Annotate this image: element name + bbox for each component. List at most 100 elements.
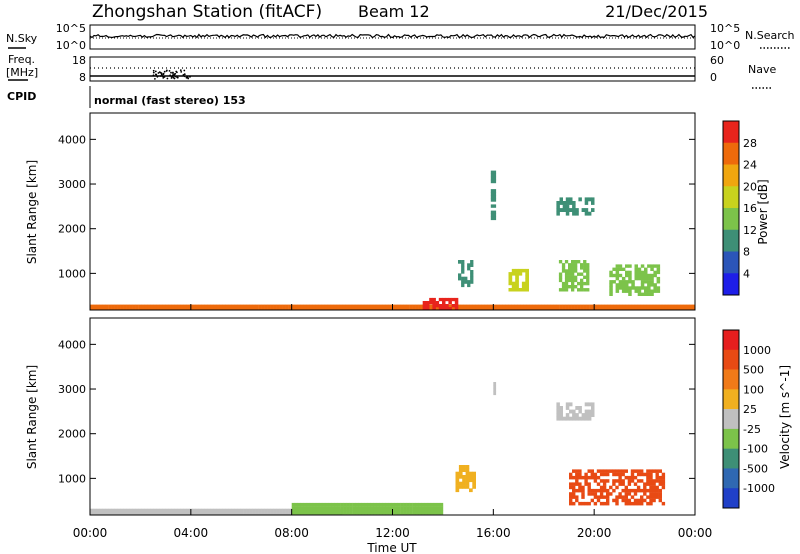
power-cell — [324, 304, 329, 311]
power-cell — [198, 304, 202, 311]
nave-dip-point — [176, 76, 179, 79]
power-cell — [634, 304, 639, 311]
power-cell — [461, 263, 465, 267]
velocity-cell — [599, 472, 604, 477]
time-tick-label: 00:00 — [678, 526, 713, 540]
power-cell — [515, 278, 519, 282]
velocity-cell — [358, 506, 362, 511]
velocity-cell — [572, 501, 576, 506]
power-cell — [366, 304, 371, 311]
power-cell — [426, 301, 430, 305]
power-cell — [438, 307, 443, 311]
power-cell — [580, 304, 584, 311]
power-cell — [502, 304, 506, 311]
power-cell — [442, 297, 446, 302]
nave-dip-point — [163, 70, 166, 73]
velocity-cell — [458, 485, 463, 489]
power-cell — [291, 304, 295, 311]
nave-dip-point — [169, 74, 172, 77]
velocity-cell — [578, 485, 582, 490]
velocity-cell — [418, 506, 422, 511]
velocity-cell — [633, 498, 638, 503]
power-cell — [525, 281, 529, 286]
velocity-cell — [373, 502, 377, 507]
velocity-cell — [649, 469, 653, 473]
nave-tick-top: 60 — [710, 54, 724, 67]
velocity-cell — [646, 479, 650, 483]
power-cell — [123, 304, 127, 311]
velocity-cell — [572, 482, 576, 486]
power-cell — [561, 269, 566, 273]
power-cell — [315, 304, 319, 311]
velocity-cell — [433, 502, 438, 507]
power-cell — [598, 304, 602, 311]
velocity-cell — [640, 495, 644, 499]
velocity-cell — [111, 508, 115, 513]
velocity-cell — [590, 488, 594, 493]
velocity-cell — [627, 498, 632, 503]
power-cell — [430, 304, 434, 311]
power-cell — [622, 304, 627, 311]
velocity-cell — [652, 495, 656, 499]
power-cell — [397, 304, 401, 311]
velocity-cell — [346, 506, 350, 511]
power-cell — [168, 304, 172, 311]
nsky-trace — [89, 33, 696, 39]
power-cell — [288, 304, 292, 311]
power-cell — [689, 304, 693, 311]
power-cell — [415, 304, 419, 311]
velocity-cell — [159, 508, 163, 513]
velocity-cell — [658, 498, 662, 503]
velocity-colorbar-tick-label: 1000 — [743, 344, 771, 357]
velocity-cell — [255, 511, 259, 516]
power-cell — [574, 260, 578, 264]
velocity-cell — [455, 478, 460, 483]
power-cell — [571, 304, 575, 311]
velocity-cell — [234, 511, 238, 516]
power-cell — [571, 285, 575, 289]
velocity-cell — [406, 506, 410, 511]
velocity-cell — [606, 492, 610, 496]
velocity-cell — [584, 413, 589, 417]
power-cell — [312, 304, 316, 311]
power-cell — [586, 269, 590, 273]
velocity-cell — [462, 475, 466, 479]
velocity-cell — [602, 488, 607, 493]
time-tick-label: 08:00 — [274, 526, 309, 540]
nave-dip-point — [183, 69, 186, 72]
velocity-cell — [559, 409, 563, 414]
velocity-cell — [364, 506, 368, 511]
power-cell — [511, 272, 516, 276]
power-cell — [584, 197, 589, 202]
velocity-cell — [379, 510, 383, 515]
power-cell — [583, 304, 587, 311]
power-cell — [470, 280, 474, 284]
power-cell — [619, 304, 624, 311]
velocity-cell — [270, 511, 274, 516]
power-cell — [604, 304, 608, 311]
power-cell — [618, 267, 623, 271]
velocity-cell — [572, 475, 576, 480]
velocity-cell — [646, 469, 650, 473]
velocity-cell — [581, 413, 586, 417]
velocity-cell — [264, 508, 268, 513]
velocity-cell — [590, 469, 594, 473]
nave-dip-point — [180, 71, 183, 73]
velocity-colorbar-swatch — [723, 389, 739, 410]
power-cell — [372, 304, 377, 311]
velocity-cell — [102, 511, 106, 516]
power-cell — [572, 208, 576, 212]
power-cell — [644, 289, 648, 293]
velocity-cell — [609, 485, 613, 490]
power-cell — [475, 304, 479, 311]
velocity-cell — [636, 501, 641, 506]
velocity-cell — [388, 510, 392, 515]
velocity-cell — [658, 492, 662, 496]
power-cell — [240, 304, 244, 311]
power-cell — [577, 304, 581, 311]
power-cell — [583, 288, 587, 292]
power-cell — [637, 286, 642, 290]
power-colorbar-swatch — [723, 208, 739, 231]
velocity-cell — [624, 475, 628, 480]
